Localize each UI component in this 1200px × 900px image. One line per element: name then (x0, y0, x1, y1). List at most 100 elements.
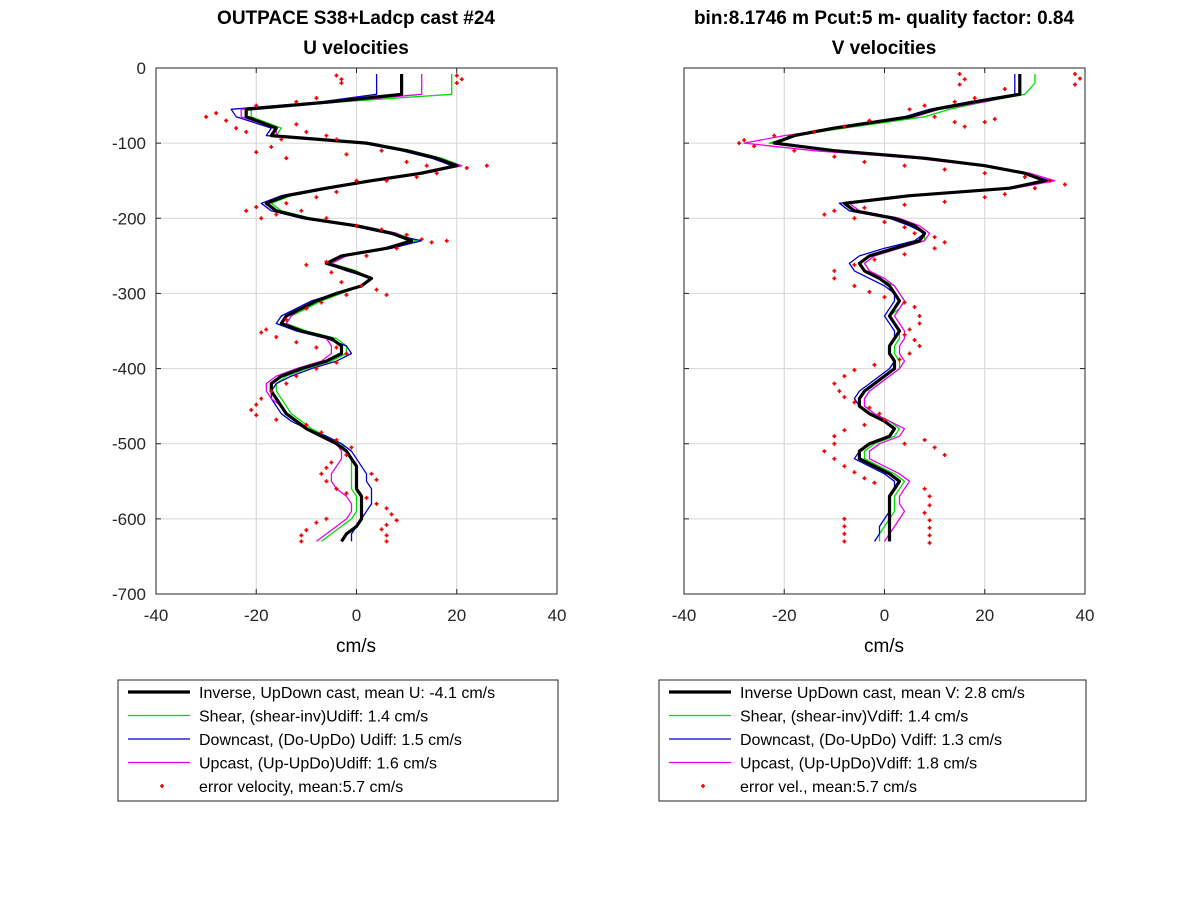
error-velocity-point (932, 246, 937, 251)
right-xlabel: cm/s (864, 636, 904, 657)
error-velocity-point (424, 163, 429, 168)
error-velocity-point (992, 117, 997, 122)
error-velocity-point (244, 129, 249, 134)
error-velocity-point (349, 445, 354, 450)
error-velocity-point (917, 313, 922, 318)
error-velocity-point (334, 189, 339, 194)
error-velocity-point (942, 452, 947, 457)
legend-entry: Downcast, (Do-UpDo) Vdiff: 1.3 cm/s (740, 732, 1002, 749)
error-velocity-point (284, 381, 289, 386)
x-tick-label: 20 (447, 606, 466, 625)
legend-entry: Shear, (shear-inv)Vdiff: 1.4 cm/s (740, 709, 968, 726)
error-velocity-point (902, 225, 907, 230)
error-velocity-point (374, 287, 379, 292)
left-title: OUTPACE S38+Ladcp cast #24 (217, 8, 495, 29)
error-velocity-point (334, 486, 339, 491)
error-velocity-point (832, 381, 837, 386)
error-velocity-point (1047, 178, 1052, 183)
error-velocity-point (234, 126, 239, 131)
error-velocity-point (334, 360, 339, 365)
error-velocity-point (404, 232, 409, 237)
error-velocity-point (982, 120, 987, 125)
right-subtitle: V velocities (832, 38, 937, 59)
error-velocity-point (379, 527, 384, 532)
error-velocity-point (304, 129, 309, 134)
error-velocity-point (867, 289, 872, 294)
error-velocity-point (359, 283, 364, 288)
error-velocity-point (907, 107, 912, 112)
error-velocity-point (932, 235, 937, 240)
error-velocity-point (917, 321, 922, 326)
error-velocity-point (942, 240, 947, 245)
v-velocity-legend: Inverse UpDown cast, mean V: 2.8 cm/s She… (658, 679, 1087, 802)
error-velocity-point (832, 434, 837, 439)
x-tick-label: 20 (975, 606, 994, 625)
y-tick-label: -300 (112, 284, 146, 303)
error-velocity-point (319, 471, 324, 476)
error-velocity-point (354, 178, 359, 183)
series-inverse-line (772, 74, 1047, 542)
error-velocity-point (902, 300, 907, 305)
plot-frame (155, 67, 558, 595)
error-velocity-point (299, 539, 304, 544)
error-velocity-point (259, 330, 264, 335)
error-velocity-point (294, 374, 299, 379)
error-velocity-point (952, 99, 957, 104)
error-velocity-point (842, 428, 847, 433)
error-velocity-point (459, 77, 464, 82)
error-velocity-point (1032, 186, 1037, 191)
error-velocity-point (339, 77, 344, 82)
error-velocity-point (837, 389, 842, 394)
legend-entry: Upcast, (Up-UpDo)Udiff: 1.6 cm/s (199, 756, 437, 773)
error-velocity-point (872, 257, 877, 262)
y-tick-label: 0 (137, 59, 146, 78)
error-velocity-point (752, 144, 757, 149)
plot-frame (683, 67, 1086, 595)
legend-entry: Downcast, (Do-UpDo) Udiff: 1.5 cm/s (199, 732, 462, 749)
error-velocity-point (334, 437, 339, 442)
error-velocity-point (922, 103, 927, 108)
error-velocity-point (344, 452, 349, 457)
error-velocity-point (214, 111, 219, 116)
error-velocity-point (384, 178, 389, 183)
error-velocity-point (842, 516, 847, 521)
error-velocity-point (384, 522, 389, 527)
error-velocity-point (274, 417, 279, 422)
error-velocity-point (429, 240, 434, 245)
error-velocity-point (294, 99, 299, 104)
y-tick-label: -200 (112, 209, 146, 228)
error-velocity-point (882, 295, 887, 300)
error-velocity-point (384, 539, 389, 544)
y-tick-label: -600 (112, 510, 146, 529)
error-velocity-point (274, 335, 279, 340)
error-velocity-point (982, 171, 987, 176)
error-velocity-point (384, 506, 389, 511)
error-velocity-point (384, 292, 389, 297)
y-tick-label: -100 (112, 134, 146, 153)
error-velocity-point (852, 262, 857, 267)
error-velocity-point (927, 503, 932, 508)
error-velocity-point (464, 165, 469, 170)
error-velocity-point (927, 494, 932, 499)
error-velocity-point (1072, 82, 1077, 87)
error-velocity-point (912, 304, 917, 309)
error-velocity-point (324, 216, 329, 221)
error-velocity-point (339, 280, 344, 285)
error-velocity-point (344, 292, 349, 297)
error-velocity-point (344, 351, 349, 356)
legend-entry: Inverse UpDown cast, mean V: 2.8 cm/s (740, 685, 1025, 702)
error-velocity-point (822, 212, 827, 217)
error-velocity-point (832, 154, 837, 159)
error-velocity-point (304, 262, 309, 267)
error-velocity-point (394, 518, 399, 523)
error-velocity-point (444, 238, 449, 243)
error-velocity-point (1077, 76, 1082, 81)
error-velocity-point (917, 344, 922, 349)
error-velocity-point (912, 338, 917, 343)
error-velocity-point (334, 345, 339, 350)
y-tick-label: -400 (112, 360, 146, 379)
error-velocity-point (364, 495, 369, 500)
error-velocity-point (319, 300, 324, 305)
error-velocity-point (304, 422, 309, 427)
error-velocity-point (254, 150, 259, 155)
